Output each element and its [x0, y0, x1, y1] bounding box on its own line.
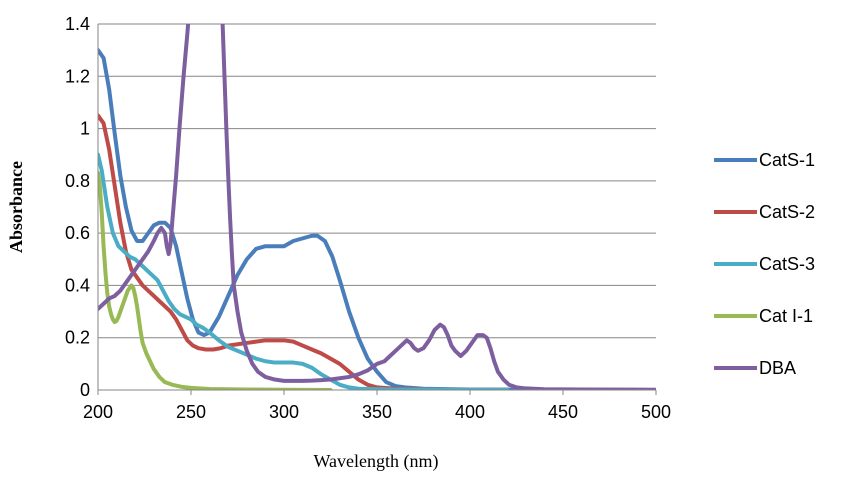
x-tick-label: 200 — [83, 402, 113, 422]
series-lines — [98, 24, 656, 390]
series-line-cats-1 — [98, 48, 656, 390]
axes — [97, 24, 657, 395]
x-axis-title: Wavelength (nm) — [313, 451, 438, 472]
legend: CatS-1 CatS-2 CatS-3 Cat I-1 DBA — [714, 150, 815, 378]
y-tick-label: 1 — [80, 119, 90, 139]
legend-label-cat-i-1: Cat I-1 — [759, 306, 813, 326]
x-tick-label: 450 — [548, 402, 578, 422]
y-axis-title: Absorbance — [6, 161, 26, 253]
x-tick-label: 400 — [455, 402, 485, 422]
legend-label-cats-3: CatS-3 — [759, 254, 815, 274]
grid — [98, 23, 656, 339]
x-tick-label: 300 — [269, 402, 299, 422]
x-tick-label: 350 — [362, 402, 392, 422]
y-tick-label: 1.4 — [65, 14, 90, 34]
tick-labels: 0 0.2 0.4 0.6 0.8 1 1.2 1.4 200 250 300 350 400 450 50… — [65, 14, 671, 422]
series-line-cats-3 — [98, 152, 510, 390]
series-line-cats-2 — [98, 113, 510, 390]
series-line-dba — [98, 24, 656, 390]
x-tick-label: 250 — [176, 402, 206, 422]
y-tick-label: 0.8 — [65, 171, 90, 191]
legend-label-cats-2: CatS-2 — [759, 202, 815, 222]
y-tick-label: 0.6 — [65, 223, 90, 243]
legend-label-dba: DBA — [759, 358, 796, 378]
y-tick-label: 0.4 — [65, 275, 90, 295]
y-tick-label: 0 — [80, 380, 90, 400]
y-tick-label: 1.2 — [65, 66, 90, 86]
series-line-cat-i-1 — [98, 171, 333, 390]
legend-label-cats-1: CatS-1 — [759, 150, 815, 170]
y-tick-label: 0.2 — [65, 328, 90, 348]
x-tick-label: 500 — [641, 402, 671, 422]
